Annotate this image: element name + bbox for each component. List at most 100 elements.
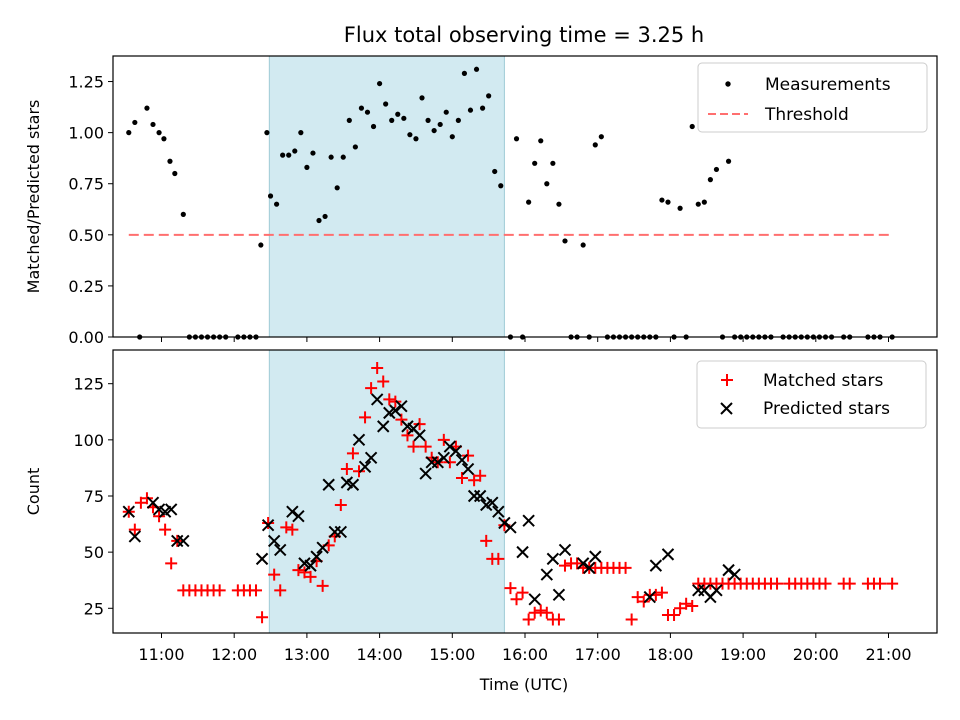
matched-star-point <box>655 586 668 599</box>
chart-title: Flux total observing time = 3.25 h <box>344 23 704 47</box>
predicted-star-point <box>352 433 366 447</box>
matched-star-point <box>552 613 565 626</box>
measurement-point <box>592 142 598 148</box>
measurement-point <box>498 183 504 189</box>
bottom-ytick-label: 100 <box>73 431 104 450</box>
predicted-star-point <box>292 509 305 523</box>
bottom-axes-frame <box>112 349 938 634</box>
matched-star-point <box>280 521 293 534</box>
matched-star-point <box>843 577 856 590</box>
predicted-star-point <box>334 525 348 539</box>
top-ytick-label: 0.75 <box>68 175 104 194</box>
predicted-star-point <box>583 561 596 575</box>
measurement-point <box>532 160 538 166</box>
matched-star-point <box>371 361 384 374</box>
matched-star-point <box>140 492 153 505</box>
matched-star-point <box>443 456 456 469</box>
predicted-star-point <box>728 568 741 581</box>
predicted-star-point <box>449 444 463 458</box>
measurement-point <box>713 166 720 173</box>
top-y-ticks: 0.00 0.25 0.50 0.75 1.00 1.25 <box>68 73 113 347</box>
measurement-point <box>258 242 264 248</box>
matched-star-point <box>674 602 687 615</box>
matched-star-point <box>401 429 414 442</box>
bottom-panel: 25 50 75 100 125 11:00 12:00 13:00 14:00 15:00 16… <box>24 349 938 694</box>
predicted-star-point <box>419 467 432 480</box>
matched-star-point <box>528 606 541 619</box>
measurement-point <box>665 199 671 205</box>
measurement-point <box>461 70 468 76</box>
measurement-point <box>395 111 401 117</box>
predicted-star-point <box>661 548 675 561</box>
bottom-legend-box <box>696 360 927 429</box>
measurement-point <box>316 217 322 224</box>
bottom-ytick-label: 125 <box>73 375 104 394</box>
matched-star-point <box>819 577 832 590</box>
measurement-point <box>443 109 449 115</box>
predicted-star-point <box>395 399 408 413</box>
bottom-y-axis-label: Count <box>24 468 43 516</box>
measurement-point <box>437 121 443 128</box>
measurement-point <box>479 105 486 111</box>
predicted-star-point <box>261 518 275 532</box>
predicted-star-point <box>643 590 657 604</box>
measurement-point <box>526 199 532 205</box>
predicted-star-point <box>267 534 281 548</box>
top-legend: Measurements Threshold <box>697 62 928 133</box>
matched-star-point <box>625 613 638 626</box>
predicted-star-point <box>255 552 269 566</box>
predicted-star-point <box>473 489 487 503</box>
matched-star-point <box>637 595 650 608</box>
measurement-point <box>389 117 395 123</box>
x-tick-label: 19:00 <box>720 645 766 664</box>
measurement-point <box>707 177 713 183</box>
x-tick-label: 14:00 <box>357 645 403 664</box>
matched-star-point <box>510 593 523 606</box>
matched-star-point <box>413 418 426 431</box>
measurement-point <box>544 181 550 187</box>
matched-star-point <box>480 534 493 547</box>
matched-star-point <box>346 447 359 460</box>
predicted-star-point <box>437 451 451 465</box>
top-panel: 0.00 0.25 0.50 0.75 1.00 1.25 Matched/Predict… <box>24 55 938 347</box>
matched-star-point <box>262 516 275 529</box>
matched-star-point <box>395 413 408 426</box>
legend-predicted-label: Predicted stars <box>763 399 890 419</box>
predicted-star-point <box>522 514 535 527</box>
predicted-star-point <box>722 563 735 577</box>
x-tick-label: 13:00 <box>284 645 330 664</box>
matched-star-point <box>334 498 347 511</box>
x-tick-label: 20:00 <box>793 645 839 664</box>
matched-star-point <box>365 382 378 395</box>
matched-star-point <box>128 523 141 536</box>
measurement-point <box>550 160 556 166</box>
predicted-star-point <box>589 550 602 563</box>
measurement-point <box>455 117 461 123</box>
predicted-star-point <box>461 462 475 476</box>
predicted-star-point <box>346 478 360 491</box>
measurement-point <box>264 130 270 136</box>
x-tick-label: 21:00 <box>865 645 911 664</box>
measurement-point <box>132 119 138 126</box>
matched-star-point <box>256 611 269 624</box>
top-ytick-label: 1.25 <box>68 73 104 92</box>
matched-star-point <box>558 559 571 572</box>
predicted-star-point <box>377 420 390 433</box>
matched-star-point <box>619 561 632 574</box>
predicted-star-point <box>558 543 572 557</box>
matched-star-point <box>680 597 693 610</box>
measurement-point <box>580 242 586 248</box>
predicted-star-point <box>389 404 402 417</box>
bottom-ytick-label: 25 <box>84 599 104 618</box>
measurement-point <box>274 201 280 207</box>
matched-star-point <box>571 557 584 570</box>
measurement-point <box>467 107 474 113</box>
measurement-point <box>486 93 492 99</box>
legend-threshold-label: Threshold <box>764 105 849 125</box>
matched-star-point <box>437 433 450 446</box>
predicted-star-point <box>710 584 723 597</box>
predicted-star-point <box>576 557 590 570</box>
matched-star-point <box>668 609 681 622</box>
matched-star-point <box>540 606 553 619</box>
